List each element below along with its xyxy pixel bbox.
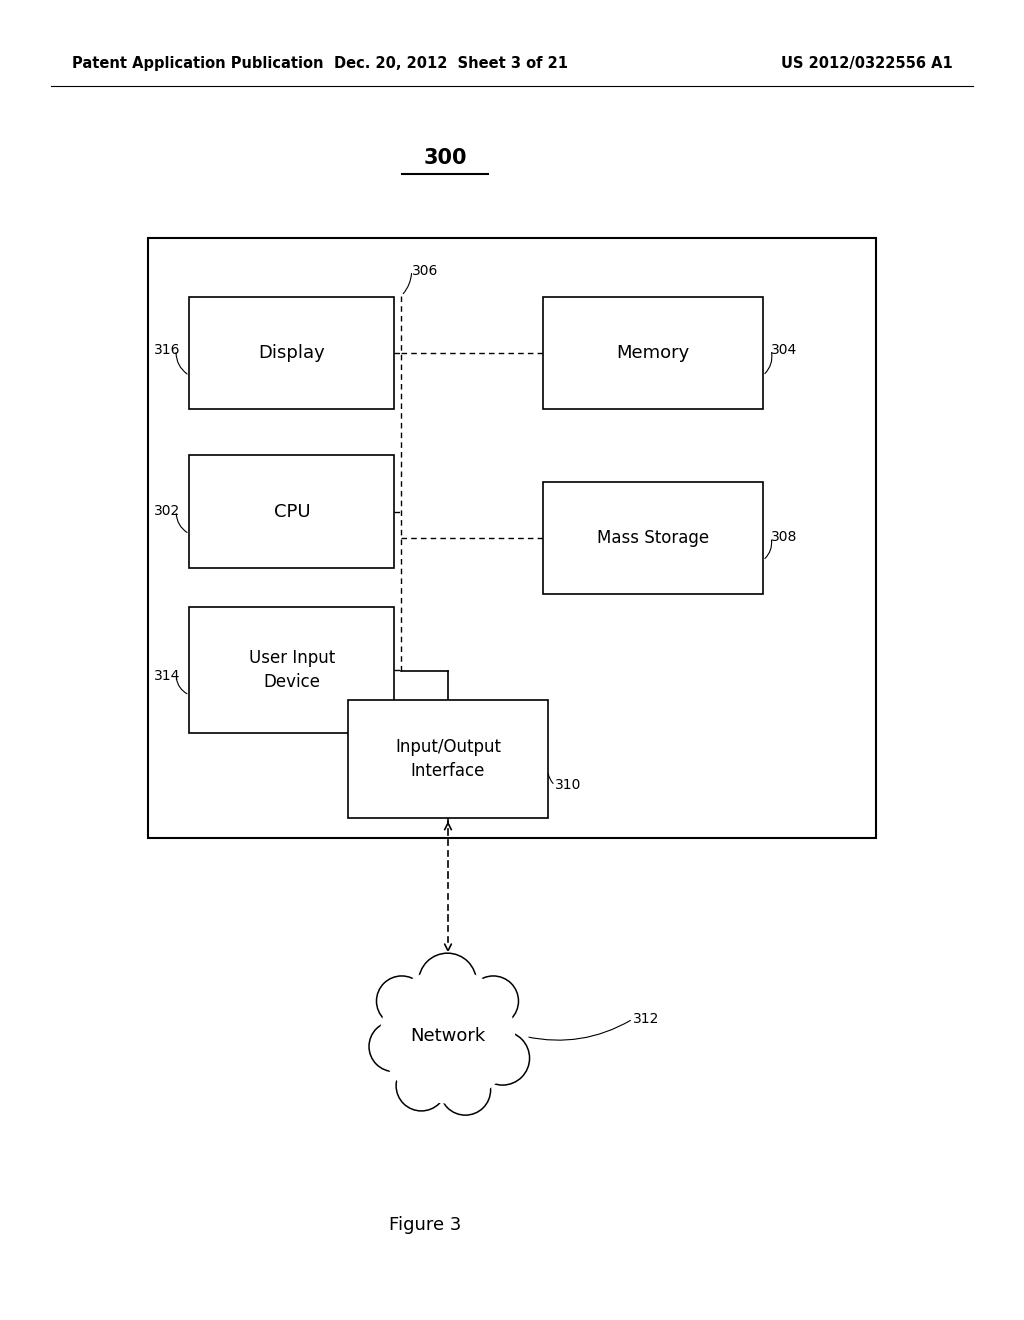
Ellipse shape	[369, 1022, 420, 1072]
Text: 314: 314	[154, 669, 180, 682]
Text: 306: 306	[412, 264, 438, 277]
Ellipse shape	[440, 1065, 490, 1115]
Text: Network: Network	[410, 1027, 485, 1045]
Text: CPU: CPU	[273, 503, 310, 520]
Bar	[148, 238, 876, 838]
Text: Display: Display	[258, 345, 326, 362]
Ellipse shape	[380, 969, 515, 1104]
Text: 300: 300	[424, 148, 467, 169]
Text: Dec. 20, 2012  Sheet 3 of 21: Dec. 20, 2012 Sheet 3 of 21	[334, 55, 567, 71]
Text: User Input
Device: User Input Device	[249, 649, 335, 690]
Ellipse shape	[367, 950, 528, 1122]
Ellipse shape	[419, 953, 476, 1011]
Text: 304: 304	[771, 343, 798, 356]
Bar	[348, 700, 548, 818]
Text: 308: 308	[771, 531, 798, 544]
Ellipse shape	[396, 1061, 446, 1111]
Bar	[543, 482, 763, 594]
Text: Input/Output
Interface: Input/Output Interface	[395, 738, 501, 780]
Ellipse shape	[377, 975, 427, 1026]
Ellipse shape	[468, 975, 518, 1026]
Text: 310: 310	[555, 779, 582, 792]
Text: Figure 3: Figure 3	[389, 1216, 461, 1234]
Text: 302: 302	[154, 504, 180, 517]
Ellipse shape	[475, 1031, 529, 1085]
Text: Mass Storage: Mass Storage	[597, 529, 709, 546]
Text: 316: 316	[154, 343, 180, 356]
Text: Patent Application Publication: Patent Application Publication	[72, 55, 324, 71]
Bar	[543, 297, 763, 409]
Text: 312: 312	[633, 1012, 659, 1026]
Bar	[189, 455, 394, 568]
Text: US 2012/0322556 A1: US 2012/0322556 A1	[780, 55, 952, 71]
Text: Memory: Memory	[616, 345, 689, 362]
Bar	[189, 607, 394, 733]
Bar	[189, 297, 394, 409]
